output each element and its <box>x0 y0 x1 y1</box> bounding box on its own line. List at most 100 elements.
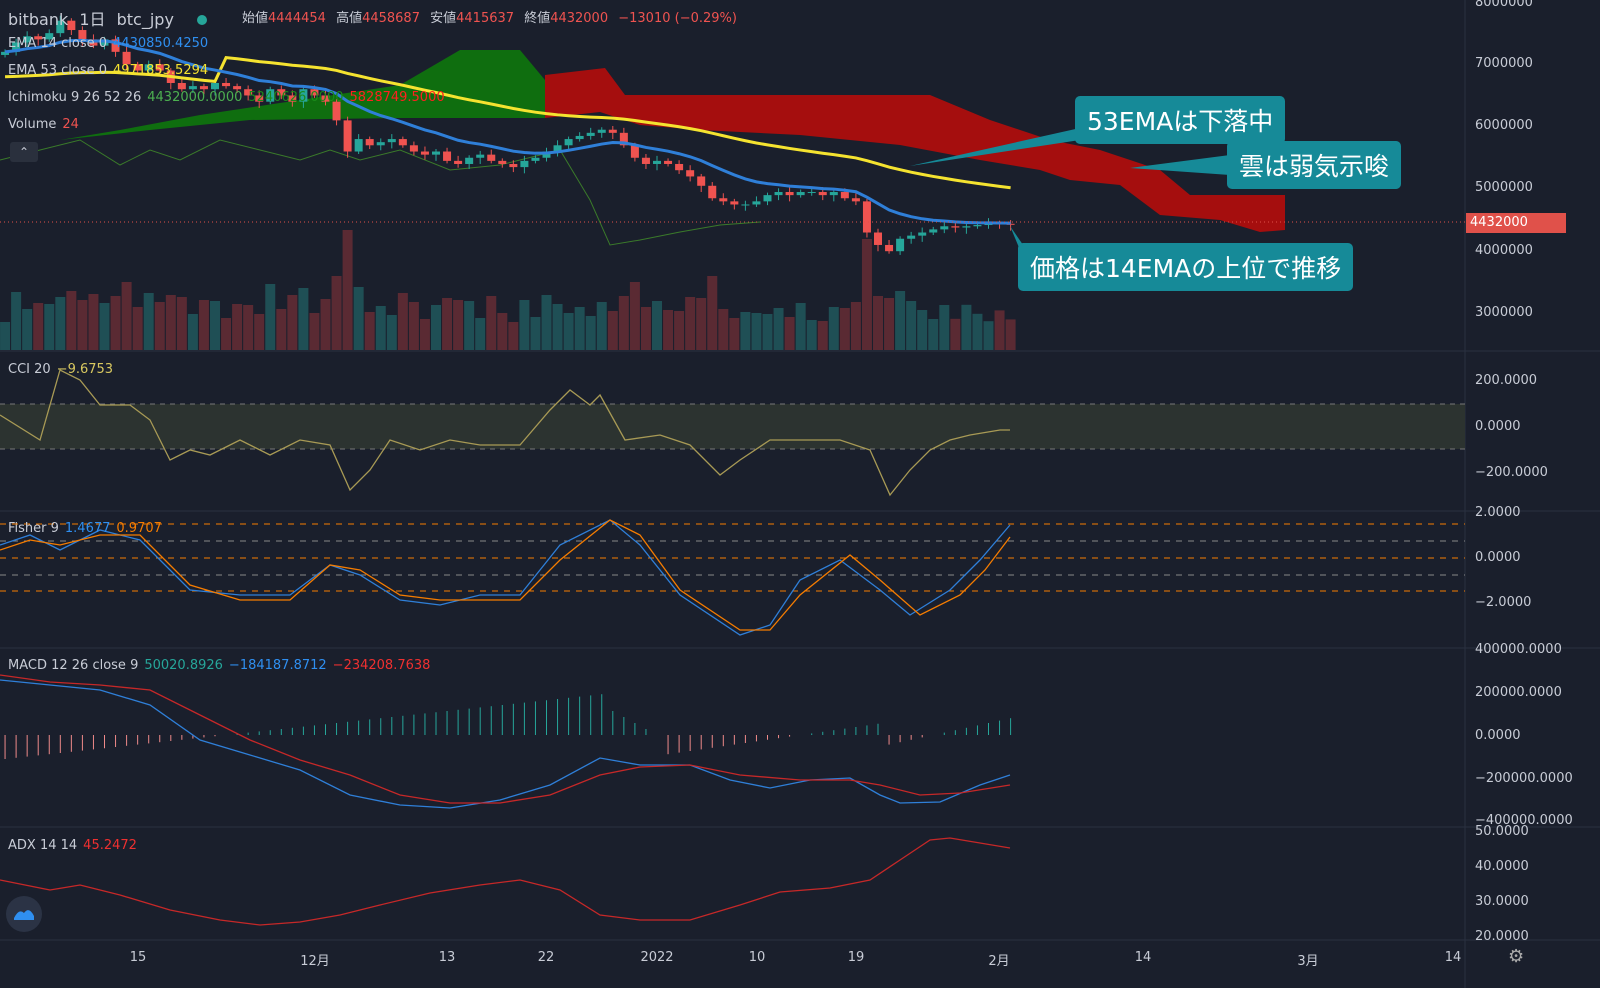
legend-adx[interactable]: ADX 14 14 45.2472 <box>8 838 143 853</box>
legend-ema53[interactable]: EMA 53 close 0 4971853.5294 <box>8 63 214 78</box>
candle-body <box>111 39 120 52</box>
candle-body <box>586 132 595 136</box>
candle-body <box>730 201 739 205</box>
candle-body <box>23 36 32 43</box>
volume-bar <box>751 313 762 350</box>
candle-body <box>509 163 518 168</box>
legend-ema14[interactable]: EMA 14 close 0 4430850.4250 <box>8 36 214 51</box>
volume-bar <box>917 310 928 350</box>
annotation-ema53[interactable]: 53EMAは下落中 <box>1075 96 1286 144</box>
candle-body <box>255 95 264 102</box>
collapse-legend-button[interactable]: ⌃ <box>10 142 38 162</box>
candle-body <box>211 82 219 90</box>
time-label: 10 <box>748 950 766 965</box>
candle-body <box>763 195 772 202</box>
legend-value: −184187.8712 <box>228 658 327 673</box>
legend-value: 5828749.5000 <box>349 90 445 105</box>
volume-bar <box>729 318 740 350</box>
volume-bar <box>618 296 629 350</box>
volume-bar <box>342 230 353 350</box>
volume-bar <box>762 314 773 350</box>
candle-body <box>796 192 805 196</box>
ichimoku-cloud-bearish <box>545 68 1285 232</box>
callout-pointer <box>1130 155 1230 175</box>
axis-label: −200.0000 <box>1475 465 1548 480</box>
volume-bar <box>574 307 585 350</box>
candle-body <box>343 120 352 152</box>
volume-bar <box>530 317 541 350</box>
candle-body <box>564 139 573 146</box>
tradingview-logo[interactable] <box>6 896 42 932</box>
candle-body <box>56 20 65 34</box>
volume-bar <box>298 288 309 350</box>
volume-bar <box>663 310 674 350</box>
legend-value: 0.9707 <box>116 521 162 536</box>
symbol[interactable]: btc_jpy <box>116 10 174 29</box>
candle-body <box>155 64 164 71</box>
axis-label: −400000.0000 <box>1475 813 1573 828</box>
exchange-name: bitbank <box>8 10 69 29</box>
volume-series <box>0 230 1016 350</box>
axis-label: −2.0000 <box>1475 595 1532 610</box>
volume-bar <box>210 301 220 350</box>
axis-label: 0.0000 <box>1475 419 1521 434</box>
candle-body <box>531 157 540 161</box>
volume-bar <box>928 319 939 350</box>
volume-bar <box>419 319 430 350</box>
volume-bar <box>198 300 209 350</box>
legend-label: EMA 53 close 0 <box>8 63 108 78</box>
time-label: 2022 <box>640 950 674 965</box>
volume-bar <box>486 296 497 350</box>
interval[interactable]: 1日 <box>79 10 106 29</box>
volume-bar <box>265 284 276 350</box>
legend-cci[interactable]: CCI 20 −9.6753 <box>8 362 119 377</box>
candle-body <box>851 198 860 202</box>
candle-body <box>332 101 341 121</box>
legend-fisher[interactable]: Fisher 9 1.4677 0.9707 <box>8 521 168 536</box>
legend-label: Ichimoku 9 26 52 26 <box>8 90 142 105</box>
annotation-cloud[interactable]: 雲は弱気示唆 <box>1227 141 1402 189</box>
fisher-line <box>0 519 1011 636</box>
ema14-line <box>4 38 1011 225</box>
candle-body <box>840 192 849 199</box>
candle-body <box>918 232 927 236</box>
candle-body <box>266 89 275 102</box>
annotation-price[interactable]: 価格は14EMAの上位で推移 <box>1018 243 1354 291</box>
volume-bar <box>154 302 165 350</box>
volume-bar <box>685 297 696 350</box>
volume-bar <box>110 296 121 350</box>
current-price-tag: 4432000 <box>1466 213 1566 233</box>
legend-macd[interactable]: MACD 12 26 close 9 50020.8926 −184187.8712… <box>8 658 436 673</box>
time-label: 12月 <box>300 954 330 969</box>
candle-body <box>885 244 894 252</box>
volume-bar <box>972 313 983 350</box>
volume-bar <box>497 313 508 350</box>
high-label: 高値 <box>336 11 363 26</box>
candle-body <box>741 204 750 206</box>
legend-label: CCI 20 <box>8 362 51 377</box>
candle-body <box>951 226 960 228</box>
candle-body <box>299 89 308 102</box>
settings-gear-icon[interactable]: ⚙ <box>1508 946 1525 967</box>
candle-body <box>697 176 706 186</box>
volume-bar <box>652 301 662 350</box>
chevron-up-icon: ⌃ <box>18 145 30 159</box>
volume-bar <box>44 304 55 350</box>
legend-ichimoku[interactable]: Ichimoku 9 26 52 26 4432000.0000 5240626.0… <box>8 90 451 105</box>
legend-label: ADX 14 14 <box>8 838 78 853</box>
volume-bar <box>629 282 640 350</box>
candle-body <box>542 151 551 158</box>
market-status-icon <box>197 15 208 25</box>
axis-label: 40.0000 <box>1475 859 1529 874</box>
candle-body <box>476 154 485 158</box>
volume-bar <box>33 303 44 350</box>
volume-bar <box>353 287 364 350</box>
candle-body <box>387 139 396 143</box>
legend-volume[interactable]: Volume 24 <box>8 117 85 132</box>
legend-label: Fisher 9 <box>8 521 59 536</box>
candle-body <box>432 151 440 155</box>
volume-bar <box>22 309 33 350</box>
legend-value: −9.6753 <box>56 362 114 377</box>
volume-bar <box>320 299 331 350</box>
